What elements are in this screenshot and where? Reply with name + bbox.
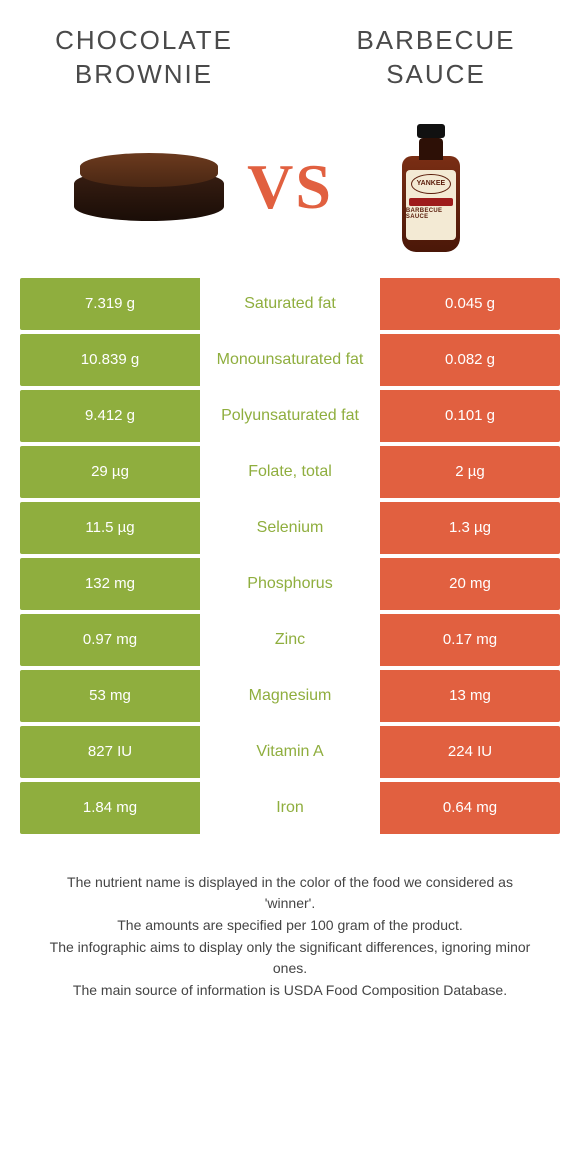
left-value-cell: 9.412 g [20,390,200,442]
nutrient-label-cell: Polyunsaturated fat [204,390,376,442]
table-row: 827 IUVitamin A224 IU [20,726,560,778]
nutrient-label-cell: Folate, total [204,446,376,498]
nutrient-label-cell: Saturated fat [204,278,376,330]
vs-label: VS [247,150,333,224]
right-value-cell: 0.045 g [380,278,560,330]
footnote-1: The nutrient name is displayed in the co… [40,872,540,915]
right-value-cell: 0.101 g [380,390,560,442]
left-value-cell: 827 IU [20,726,200,778]
footnote-4: The main source of information is USDA F… [40,980,540,1002]
table-row: 53 mgMagnesium13 mg [20,670,560,722]
table-row: 132 mgPhosphorus20 mg [20,558,560,610]
left-value-cell: 53 mg [20,670,200,722]
nutrient-label-cell: Monounsaturated fat [204,334,376,386]
right-food-title: BARBECUE SAUCE [326,24,546,92]
nutrient-label-cell: Vitamin A [204,726,376,778]
table-row: 11.5 µgSelenium1.3 µg [20,502,560,554]
left-value-cell: 132 mg [20,558,200,610]
nutrient-label-cell: Zinc [204,614,376,666]
footer-notes: The nutrient name is displayed in the co… [0,838,580,1002]
left-food-image [69,122,229,252]
left-value-cell: 1.84 mg [20,782,200,834]
left-value-cell: 11.5 µg [20,502,200,554]
vs-s: S [295,150,333,224]
right-value-cell: 13 mg [380,670,560,722]
right-value-cell: 2 µg [380,446,560,498]
vs-v: V [247,150,295,224]
right-value-cell: 0.082 g [380,334,560,386]
table-row: 7.319 gSaturated fat0.045 g [20,278,560,330]
left-value-cell: 7.319 g [20,278,200,330]
right-value-cell: 224 IU [380,726,560,778]
table-row: 29 µgFolate, total2 µg [20,446,560,498]
bottle-product: BARBECUE SAUCE [406,208,456,220]
nutrient-label-cell: Phosphorus [204,558,376,610]
footnote-3: The infographic aims to display only the… [40,937,540,980]
brownie-icon [74,153,224,221]
table-row: 10.839 gMonounsaturated fat0.082 g [20,334,560,386]
right-food-image: YANKEE BARBECUE SAUCE [351,122,511,252]
bottle-brand: YANKEE [411,174,451,194]
left-value-cell: 0.97 mg [20,614,200,666]
table-row: 9.412 gPolyunsaturated fat0.101 g [20,390,560,442]
hero-row: VS YANKEE BARBECUE SAUCE [0,102,580,278]
left-value-cell: 29 µg [20,446,200,498]
bbq-bottle-icon: YANKEE BARBECUE SAUCE [399,122,463,252]
left-value-cell: 10.839 g [20,334,200,386]
footnote-2: The amounts are specified per 100 gram o… [40,915,540,937]
table-row: 0.97 mgZinc0.17 mg [20,614,560,666]
right-value-cell: 0.64 mg [380,782,560,834]
left-food-title: CHOCOLATE BROWNIE [34,24,254,92]
title-row: CHOCOLATE BROWNIE BARBECUE SAUCE [0,0,580,102]
nutrient-label-cell: Selenium [204,502,376,554]
table-row: 1.84 mgIron0.64 mg [20,782,560,834]
right-value-cell: 0.17 mg [380,614,560,666]
right-value-cell: 1.3 µg [380,502,560,554]
nutrient-table: 7.319 gSaturated fat0.045 g10.839 gMonou… [0,278,580,834]
nutrient-label-cell: Magnesium [204,670,376,722]
nutrient-label-cell: Iron [204,782,376,834]
right-value-cell: 20 mg [380,558,560,610]
infographic-root: CHOCOLATE BROWNIE BARBECUE SAUCE VS YANK… [0,0,580,1002]
